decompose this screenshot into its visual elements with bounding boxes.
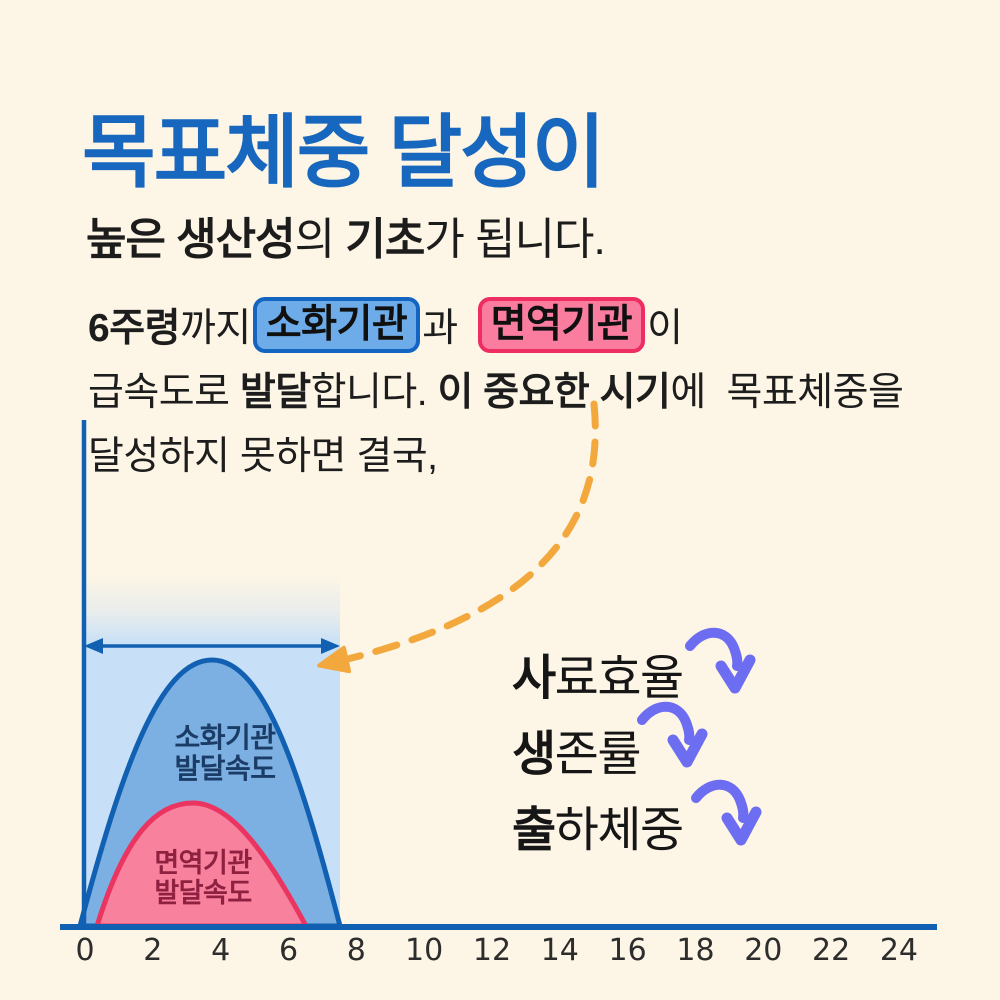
page-title: 목표체중 달성이 [82,108,605,197]
immune-label-line-2: 발달속도 [154,878,252,909]
impact-item-market-weight: 출하체중 [512,790,684,860]
paragraph-text: 달성하지 못하면 결국, [88,435,438,478]
subtitle-normal-2: 가 됩니다. [424,215,605,264]
dashed-connector-arrow [317,400,599,674]
curved-down-arrow-icon [691,779,762,846]
impact-rest: 료효율 [554,652,684,705]
x-tick-label: 16 [608,933,647,968]
digestive-label-line-2: 발달속도 [174,753,276,785]
impact-rest: 하체중 [554,804,684,857]
paragraph-bold-develop: 발달 [239,371,311,414]
paragraph: 6주령 까지 소화기관 과 면역기관 이 급속도로 발달 합니다. 이 중요한 시기 에 목표… [88,293,968,485]
impact-lead: 사 [512,652,556,705]
x-tick-label: 24 [879,933,919,968]
arrow-head [667,728,708,768]
impact-item-feed-efficiency: 사료효율 [512,638,684,708]
x-tick-label: 6 [278,933,299,968]
curved-down-arrow-icon [685,627,756,694]
immune-curve [94,800,309,929]
curved-down-arrow-icon [637,701,708,768]
x-tick-label: 0 [75,933,95,968]
paragraph-line-1: 6주령 까지 소화기관 과 면역기관 이 [88,293,968,357]
badge-digestive: 소화기관 [252,296,421,354]
x-tick-label: 14 [540,933,579,968]
x-axis-ticks: 0 2 4 6 8 10 12 14 16 18 20 22 24 [62,933,922,968]
impact-lead: 생 [512,728,556,781]
arrow-head [721,806,762,846]
x-tick-label: 18 [676,933,715,968]
impact-lead: 출 [512,804,556,857]
paragraph-text: 까지 [179,307,251,350]
paragraph-bold-age: 6주령 [88,307,180,350]
digestive-label-line-1: 소화기관 [174,722,276,753]
impact-rest: 존률 [554,728,642,781]
paragraph-bold-critical-period: 이 중요한 시기 [437,371,671,414]
range-arrow-left-head [84,638,103,654]
x-tick-label: 2 [143,933,163,968]
arrow-head [715,654,756,694]
impact-item-survival-rate: 생존률 [512,714,642,784]
immune-curve-label: 면역기관 발달속도 [154,848,252,909]
paragraph-text: 합니다. [310,371,438,414]
subtitle: 높은 생산성의 기초가 됩니다. [86,203,606,267]
subtitle-bold-1: 높은 생산성 [86,215,296,264]
x-tick-label: 4 [211,933,231,968]
subtitle-bold-2: 기초 [345,215,425,264]
arrow-curve [685,627,743,671]
x-tick-label: 12 [472,933,512,968]
badge-immune: 면역기관 [477,296,646,354]
arrow-curve [637,701,695,745]
paragraph-text: 과 [422,307,458,350]
x-tick-label: 20 [744,933,783,968]
arrow-curve [691,779,749,823]
x-tick-label: 8 [346,933,366,968]
immune-label-line-1: 면역기관 [154,848,252,878]
subtitle-normal-1: 의 [294,215,346,264]
paragraph-text: 이 [647,307,683,350]
digestive-curve-label: 소화기관 발달속도 [174,722,276,785]
paragraph-line-2: 급속도로 발달 합니다. 이 중요한 시기 에 목표체중을 [88,357,968,421]
paragraph-line-3: 달성하지 못하면 결국, [88,421,968,485]
paragraph-text: 급속도로 [88,371,240,414]
paragraph-text: 에 목표체중을 [670,371,904,414]
x-tick-label: 10 [405,933,444,968]
x-tick-label: 22 [812,933,851,968]
